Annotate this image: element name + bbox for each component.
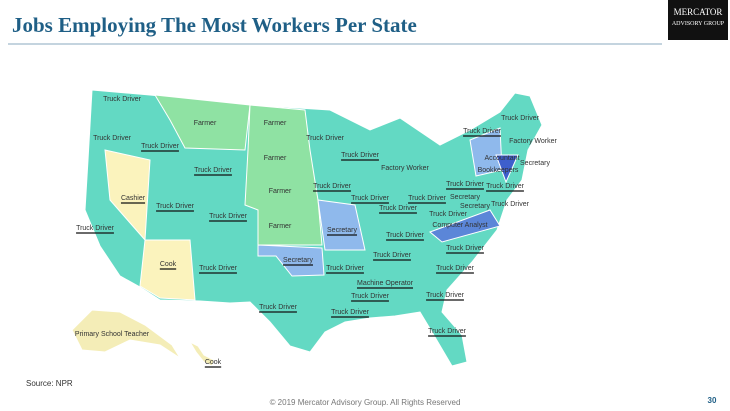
- state-job-label: Truck Driver: [199, 265, 238, 272]
- state-job-label: Accountant: [484, 155, 519, 162]
- state-job-label: Truck Driver: [209, 213, 248, 220]
- state-job-label: Bookkeepers: [478, 167, 519, 174]
- state-job-label: Truck Driver: [76, 225, 115, 232]
- state-job-label: Truck Driver: [428, 328, 467, 335]
- state-job-label: Truck Driver: [501, 115, 540, 122]
- state-job-label: Factory Worker: [509, 138, 557, 145]
- region-secretary: [257, 244, 325, 277]
- us-map: [71, 89, 543, 367]
- state-job-label: Farmer: [264, 120, 287, 127]
- state-job-label: Farmer: [269, 188, 292, 195]
- state-job-label: Secretary: [460, 203, 490, 210]
- region-cook: [139, 239, 196, 301]
- state-job-label: Farmer: [194, 120, 217, 127]
- state-job-label: Truck Driver: [373, 252, 412, 259]
- page-number: 30: [708, 396, 717, 405]
- state-job-label: Secretary: [520, 160, 550, 167]
- state-job-label: Truck Driver: [141, 143, 180, 150]
- slide-title: Jobs Employing The Most Workers Per Stat…: [12, 13, 417, 37]
- state-job-label: Truck Driver: [194, 167, 233, 174]
- state-job-label: Truck Driver: [351, 195, 390, 202]
- state-job-label: Truck Driver: [341, 152, 380, 159]
- state-job-label: Factory Worker: [381, 165, 429, 172]
- state-job-label: Truck Driver: [351, 293, 390, 300]
- state-job-label: Truck Driver: [103, 96, 142, 103]
- state-job-label: Secretary: [327, 227, 357, 234]
- state-job-label: Truck Driver: [429, 211, 468, 218]
- region-farmer: [244, 104, 323, 246]
- state-job-label: Cashier: [121, 195, 146, 202]
- logo-subname: Advisory Group: [672, 21, 725, 27]
- state-job-label: Truck Driver: [408, 195, 447, 202]
- state-job-label: Truck Driver: [426, 292, 465, 299]
- state-job-label: Secretary: [450, 194, 480, 201]
- state-job-label: Machine Operator: [357, 280, 414, 287]
- state-job-label: Truck Driver: [259, 304, 298, 311]
- region-computer-analyst: [429, 209, 501, 243]
- state-job-label: Farmer: [264, 155, 287, 162]
- state-job-label: Truck Driver: [486, 183, 525, 190]
- state-job-label: Cook: [160, 261, 177, 268]
- state-job-label: Truck Driver: [331, 309, 370, 316]
- state-job-label: Truck Driver: [446, 245, 485, 252]
- region-farmer: [154, 94, 251, 151]
- state-job-label: Truck Driver: [446, 181, 485, 188]
- state-job-label: Truck Driver: [379, 205, 418, 212]
- source: Source: NPR: [26, 379, 73, 388]
- region-secretary: [317, 199, 366, 251]
- state-job-label: Truck Driver: [156, 203, 195, 210]
- state-job-label: Cook: [205, 359, 222, 366]
- state-job-label: Truck Driver: [313, 183, 352, 190]
- footer: © 2019 Mercator Advisory Group. All Righ…: [270, 398, 461, 407]
- logo-name: Mercator: [674, 7, 723, 17]
- state-job-label: Truck Driver: [326, 265, 365, 272]
- logo: [668, 0, 728, 40]
- state-job-label: Truck Driver: [463, 128, 502, 135]
- state-job-label: Truck Driver: [491, 201, 530, 208]
- hawaii: [188, 340, 215, 367]
- region-accountant: [495, 154, 519, 184]
- state-job-label: Truck Driver: [386, 232, 425, 239]
- state-job-label: Computer Analyst: [432, 222, 487, 229]
- state-job-label: Farmer: [269, 223, 292, 230]
- state-job-label: Secretary: [283, 257, 313, 264]
- state-job-label: Primary School Teacher: [75, 331, 150, 338]
- state-job-label: Truck Driver: [306, 135, 345, 142]
- alaska: [71, 309, 181, 359]
- state-job-label: Truck Driver: [93, 135, 132, 142]
- state-job-label: Truck Driver: [436, 265, 475, 272]
